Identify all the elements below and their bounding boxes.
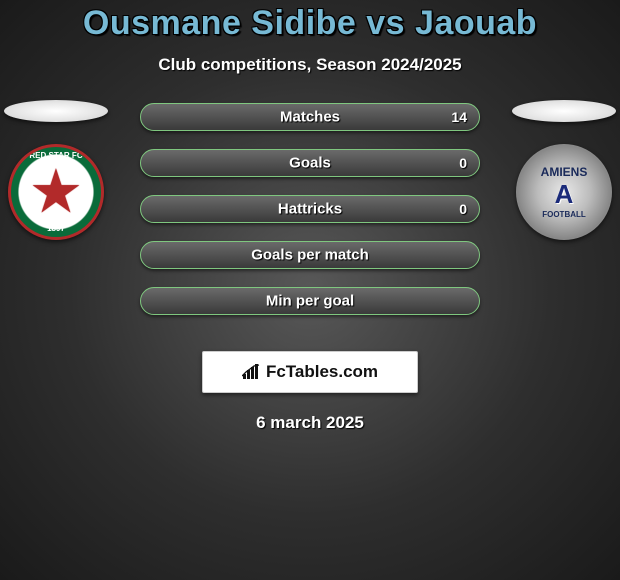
stat-value: 14 [451, 109, 467, 125]
stat-row-goals-per-match: Goals per match [140, 241, 480, 269]
subtitle: Club competitions, Season 2024/2025 [158, 55, 461, 75]
stat-row-min-per-goal: Min per goal [140, 287, 480, 315]
crest-right-logo-icon: A [555, 179, 574, 210]
crest-left-label-top: RED STAR FC [11, 151, 101, 160]
player-right-photo-placeholder [512, 100, 616, 122]
date-label: 6 march 2025 [256, 413, 364, 433]
stat-value: 0 [459, 155, 467, 171]
page-title: Ousmane Sidibe vs Jaouab [83, 4, 537, 43]
crest-right-line1: AMIENS [541, 165, 588, 179]
stat-row-goals: Goals 0 [140, 149, 480, 177]
stat-label: Goals per match [251, 247, 369, 264]
stat-row-hattricks: Hattricks 0 [140, 195, 480, 223]
star-icon: ★ [32, 165, 80, 219]
stat-label: Matches [280, 109, 340, 126]
player-right-column: AMIENS A FOOTBALL [508, 100, 620, 240]
bar-chart-icon [242, 364, 262, 380]
player-left-column: RED STAR FC ★ 1897 [0, 100, 112, 240]
stat-label: Min per goal [266, 293, 354, 310]
club-crest-right: AMIENS A FOOTBALL [516, 144, 612, 240]
stat-bars: Matches 14 Goals 0 Hattricks 0 Goals per… [140, 103, 480, 315]
comparison-body: RED STAR FC ★ 1897 Matches 14 Goals 0 Ha… [0, 103, 620, 333]
comparison-card: Ousmane Sidibe vs Jaouab Club competitio… [0, 0, 620, 580]
player-left-photo-placeholder [4, 100, 108, 122]
brand-badge[interactable]: FcTables.com [202, 351, 418, 393]
crest-right-line2: FOOTBALL [542, 210, 586, 219]
brand-text: FcTables.com [266, 362, 378, 382]
stat-value: 0 [459, 201, 467, 217]
stat-label: Goals [289, 155, 331, 172]
stat-label: Hattricks [278, 201, 342, 218]
stat-row-matches: Matches 14 [140, 103, 480, 131]
club-crest-left: RED STAR FC ★ 1897 [8, 144, 104, 240]
crest-left-label-bottom: 1897 [11, 224, 101, 233]
